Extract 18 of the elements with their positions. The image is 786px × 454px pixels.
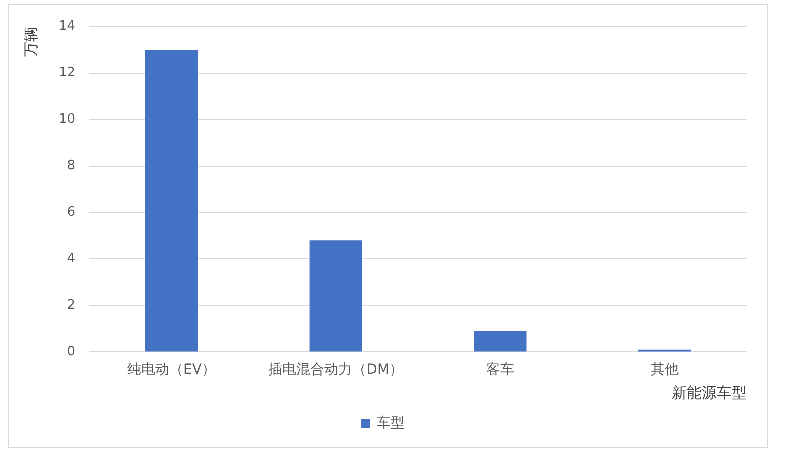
legend-label: 车型: [377, 416, 405, 432]
y-tick-label: 4: [67, 252, 76, 267]
y-tick-label: 12: [58, 66, 76, 81]
y-axis-title: 万辆: [22, 26, 40, 57]
y-tick-label: 8: [67, 158, 76, 174]
x-tick-label: 其他: [650, 362, 679, 378]
y-tick-label: 6: [67, 205, 76, 220]
y-tick-label: 0: [67, 344, 76, 360]
y-tick-label: 14: [58, 19, 76, 34]
bar: [474, 331, 527, 352]
x-axis-title: 新能源车型: [672, 384, 747, 402]
x-tick-label: 插电混合动力（DM）: [268, 362, 404, 378]
x-tick-label: 纯电动（EV）: [128, 362, 216, 378]
y-tick-label: 10: [58, 112, 76, 128]
y-tick-label: 2: [67, 298, 76, 314]
bar: [310, 240, 362, 352]
x-tick-label: 客车: [486, 362, 514, 378]
bar: [145, 50, 198, 352]
